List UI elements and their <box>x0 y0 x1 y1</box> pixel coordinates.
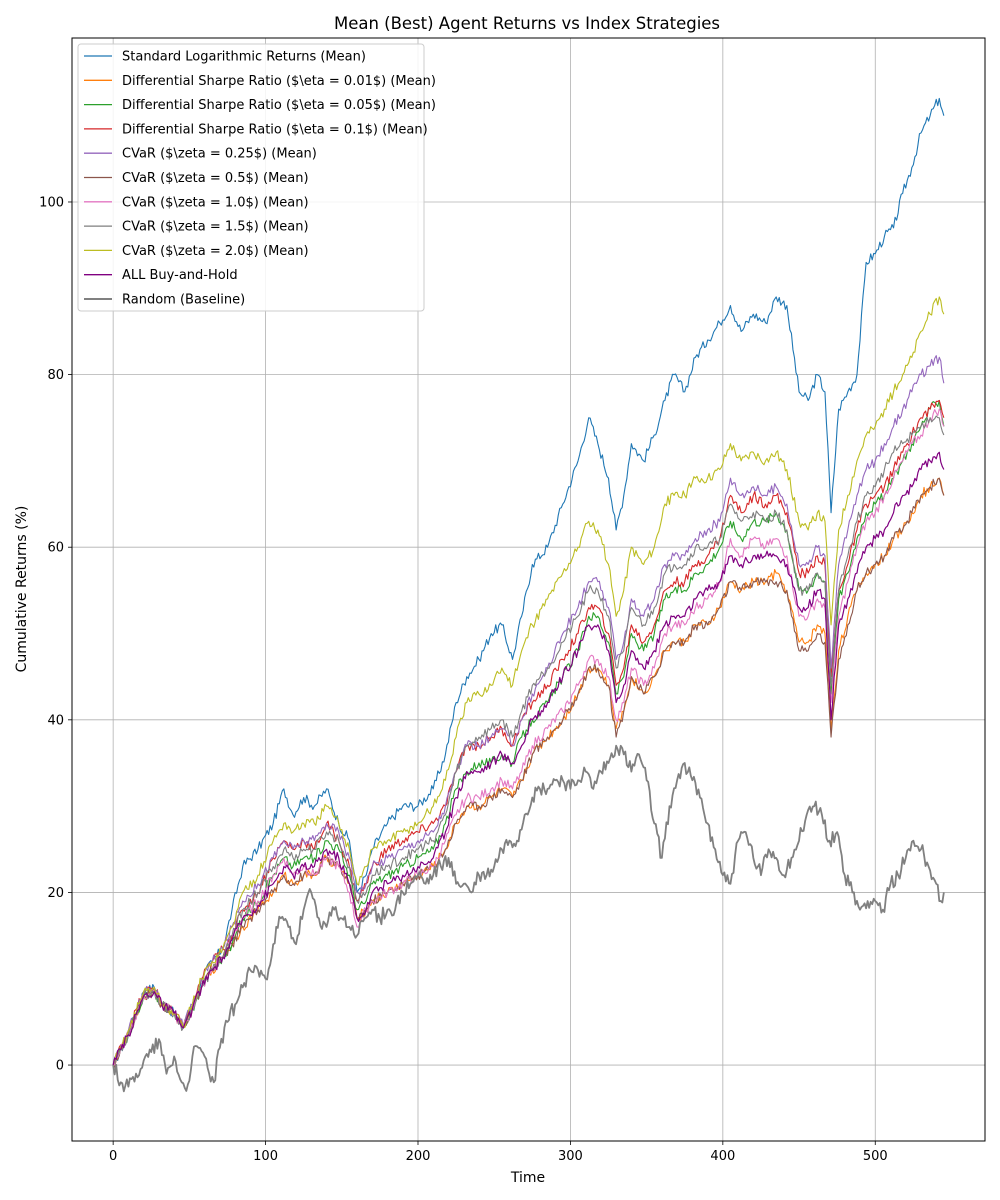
series-line-7 <box>112 415 945 1066</box>
series-lines <box>112 97 945 1093</box>
legend-entry: ALL Buy-and-Hold <box>122 268 238 283</box>
legend-entry: CVaR ($\zeta = 1.5$) (Mean) <box>122 220 309 235</box>
legend-entry: CVaR ($\zeta = 1.0$) (Mean) <box>122 195 309 210</box>
legend-box <box>77 43 425 312</box>
legend-entry: CVaR ($\zeta = 2.0$) (Mean) <box>122 244 309 259</box>
x-tick-label: 0 <box>109 1149 117 1164</box>
series-line-0 <box>112 97 945 1066</box>
x-tick-label: 200 <box>406 1149 431 1164</box>
legend-entry: Random (Baseline) <box>122 293 245 308</box>
x-axis-label: Time <box>510 1170 545 1186</box>
y-tick-label: 40 <box>47 713 64 728</box>
y-tick-label: 60 <box>47 541 64 556</box>
series-line-4 <box>112 355 945 1066</box>
legend: Standard Logarithmic Returns (Mean) Diffe… <box>77 43 436 312</box>
x-tick-label: 500 <box>863 1149 888 1164</box>
legend-entry: Standard Logarithmic Returns (Mean) <box>122 50 366 65</box>
chart-title: Mean (Best) Agent Returns vs Index Strat… <box>334 14 720 33</box>
y-tick-label: 0 <box>56 1059 64 1074</box>
legend-entry: Differential Sharpe Ratio ($\eta = 0.05$… <box>122 98 436 113</box>
y-tick-label: 80 <box>47 368 64 383</box>
x-tick-label: 100 <box>253 1149 278 1164</box>
x-tick-label: 400 <box>710 1149 735 1164</box>
legend-entry: Differential Sharpe Ratio ($\eta = 0.01$… <box>122 74 436 89</box>
y-tick-label: 20 <box>47 886 64 901</box>
legend-entry: CVaR ($\zeta = 0.5$) (Mean) <box>122 171 309 186</box>
y-axis-label: Cumulative Returns (%) <box>14 506 30 673</box>
plot-frame <box>71 37 986 1142</box>
legend-entry: Differential Sharpe Ratio ($\eta = 0.1$)… <box>122 122 428 137</box>
series-line-9 <box>112 451 945 1066</box>
series-line-8 <box>112 296 945 1066</box>
series-line-10 <box>112 744 945 1093</box>
x-tick-label: 300 <box>558 1149 583 1164</box>
series-line-5 <box>112 477 945 1068</box>
axis-ticks: 0 100 200 300 400 500 0 20 40 60 80 100 <box>39 195 887 1164</box>
legend-entry: CVaR ($\zeta = 0.25$) (Mean) <box>122 147 317 162</box>
y-tick-label: 100 <box>39 195 64 210</box>
series-line-6 <box>113 408 945 1066</box>
